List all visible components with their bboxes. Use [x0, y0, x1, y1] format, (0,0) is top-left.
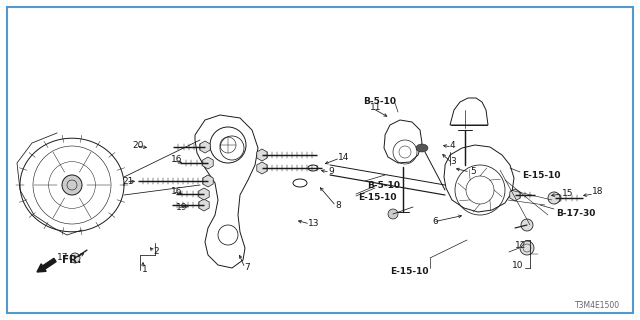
Text: 4: 4 — [450, 141, 456, 150]
Circle shape — [70, 253, 80, 263]
Text: B-5-10: B-5-10 — [367, 180, 400, 189]
Text: 18: 18 — [592, 188, 604, 196]
Circle shape — [62, 175, 82, 195]
Text: 14: 14 — [338, 154, 349, 163]
Text: 3: 3 — [450, 157, 456, 166]
Text: 5: 5 — [470, 166, 476, 175]
Text: 21: 21 — [122, 177, 133, 186]
Text: 16: 16 — [171, 187, 182, 196]
Circle shape — [521, 219, 533, 231]
Text: FR.: FR. — [62, 255, 81, 265]
Text: 15: 15 — [562, 188, 573, 197]
Text: 10: 10 — [512, 261, 524, 270]
Text: 11: 11 — [370, 102, 381, 111]
Text: 17: 17 — [57, 253, 68, 262]
Text: 8: 8 — [335, 201, 340, 210]
Circle shape — [388, 209, 398, 219]
Circle shape — [520, 241, 534, 255]
Text: T3M4E1500: T3M4E1500 — [575, 300, 620, 309]
Text: E-15-10: E-15-10 — [522, 172, 561, 180]
Text: 9: 9 — [328, 166, 333, 175]
Text: 20: 20 — [132, 140, 143, 149]
Text: 2: 2 — [153, 247, 159, 257]
Text: 6: 6 — [432, 218, 438, 227]
Text: B-5-10: B-5-10 — [363, 97, 396, 106]
Text: E-15-10: E-15-10 — [358, 194, 397, 203]
Ellipse shape — [416, 144, 428, 152]
Text: 19: 19 — [176, 203, 188, 212]
Text: 1: 1 — [142, 266, 148, 275]
Circle shape — [548, 192, 560, 204]
Text: 13: 13 — [308, 219, 319, 228]
Text: E-15-10: E-15-10 — [390, 268, 429, 276]
FancyArrow shape — [37, 258, 56, 272]
Text: B-17-30: B-17-30 — [556, 209, 595, 218]
Text: 12: 12 — [515, 242, 526, 251]
Text: 16: 16 — [171, 156, 182, 164]
Text: 7: 7 — [244, 263, 250, 273]
